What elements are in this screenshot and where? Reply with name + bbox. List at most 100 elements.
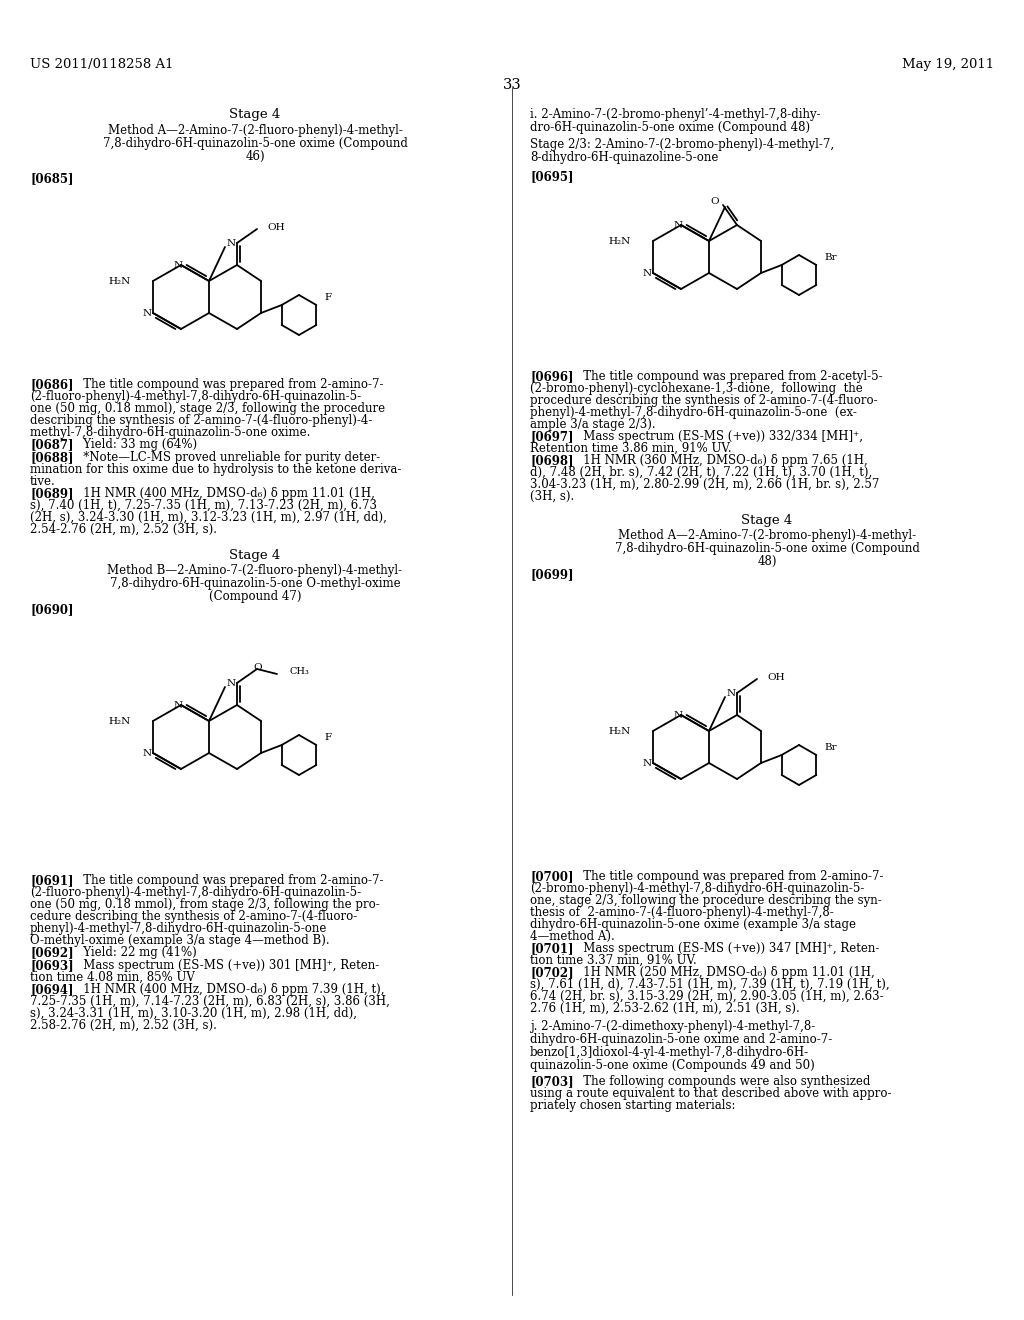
Text: N: N (142, 309, 152, 318)
Text: Stage 4: Stage 4 (229, 108, 281, 121)
Text: [0697]: [0697] (530, 430, 573, 444)
Text: Stage 4: Stage 4 (741, 513, 793, 527)
Text: O: O (711, 197, 719, 206)
Text: The title compound was prepared from 2-acetyl-5-: The title compound was prepared from 2-a… (572, 370, 883, 383)
Text: 6.74 (2H, br. s), 3.15-3.29 (2H, m), 2.90-3.05 (1H, m), 2.63-: 6.74 (2H, br. s), 3.15-3.29 (2H, m), 2.9… (530, 990, 884, 1003)
Text: 46): 46) (245, 150, 265, 162)
Text: (2-fluoro-phenyl)-4-methyl-7,8-dihydro-6H-quinazolin-5-: (2-fluoro-phenyl)-4-methyl-7,8-dihydro-6… (30, 886, 361, 899)
Text: 1H NMR (250 MHz, DMSO-d₆) δ ppm 11.01 (1H,: 1H NMR (250 MHz, DMSO-d₆) δ ppm 11.01 (1… (572, 966, 874, 979)
Text: Yield: 22 mg (41%): Yield: 22 mg (41%) (72, 946, 197, 960)
Text: [0692]: [0692] (30, 946, 74, 960)
Text: j. 2-Amino-7-(2-dimethoxy-phenyl)-4-methyl-7,8-: j. 2-Amino-7-(2-dimethoxy-phenyl)-4-meth… (530, 1020, 815, 1034)
Text: [0702]: [0702] (530, 966, 573, 979)
Text: ample 3/a stage 2/3).: ample 3/a stage 2/3). (530, 418, 655, 432)
Text: N: N (642, 759, 651, 768)
Text: one, stage 2/3, following the procedure describing the syn-: one, stage 2/3, following the procedure … (530, 894, 882, 907)
Text: H₂N: H₂N (109, 276, 131, 285)
Text: one (50 mg, 0.18 mmol), from stage 2/3, following the pro-: one (50 mg, 0.18 mmol), from stage 2/3, … (30, 898, 380, 911)
Text: N: N (226, 678, 236, 688)
Text: cedure describing the synthesis of 2-amino-7-(4-fluoro-: cedure describing the synthesis of 2-ami… (30, 909, 357, 923)
Text: phenyl)-4-methyl-7,8-dihydro-6H-quinazolin-5-one  (ex-: phenyl)-4-methyl-7,8-dihydro-6H-quinazol… (530, 407, 857, 418)
Text: using a route equivalent to that described above with appro-: using a route equivalent to that describ… (530, 1086, 892, 1100)
Text: Br: Br (824, 742, 837, 751)
Text: [0685]: [0685] (30, 172, 74, 185)
Text: [0699]: [0699] (530, 568, 573, 581)
Text: 2.54-2.76 (2H, m), 2.52 (3H, s).: 2.54-2.76 (2H, m), 2.52 (3H, s). (30, 523, 217, 536)
Text: 4—method A).: 4—method A). (530, 931, 614, 942)
Text: Stage 4: Stage 4 (229, 549, 281, 562)
Text: tive.: tive. (30, 475, 55, 488)
Text: [0701]: [0701] (530, 942, 573, 954)
Text: (3H, s).: (3H, s). (530, 490, 574, 503)
Text: benzo[1,3]dioxol-4-yl-4-methyl-7,8-dihydro-6H-: benzo[1,3]dioxol-4-yl-4-methyl-7,8-dihyd… (530, 1045, 809, 1059)
Text: 2.76 (1H, m), 2.53-2.62 (1H, m), 2.51 (3H, s).: 2.76 (1H, m), 2.53-2.62 (1H, m), 2.51 (3… (530, 1002, 800, 1015)
Text: dro-6H-quinazolin-5-one oxime (Compound 48): dro-6H-quinazolin-5-one oxime (Compound … (530, 121, 810, 135)
Text: N: N (142, 750, 152, 759)
Text: Stage 2/3: 2-Amino-7-(2-bromo-phenyl)-4-methyl-7,: Stage 2/3: 2-Amino-7-(2-bromo-phenyl)-4-… (530, 139, 835, 150)
Text: N: N (726, 689, 735, 697)
Text: dihydro-6H-quinazolin-5-one oxime (example 3/a stage: dihydro-6H-quinazolin-5-one oxime (examp… (530, 917, 856, 931)
Text: The following compounds were also synthesized: The following compounds were also synthe… (572, 1074, 870, 1088)
Text: Mass spectrum (ES-MS (+ve)) 332/334 [MH]⁺,: Mass spectrum (ES-MS (+ve)) 332/334 [MH]… (572, 430, 863, 444)
Text: (2-fluoro-phenyl)-4-methyl-7,8-dihydro-6H-quinazolin-5-: (2-fluoro-phenyl)-4-methyl-7,8-dihydro-6… (30, 389, 361, 403)
Text: [0687]: [0687] (30, 438, 74, 451)
Text: N: N (226, 239, 236, 248)
Text: OH: OH (767, 672, 784, 681)
Text: thesis of  2-amino-7-(4-fluoro-phenyl)-4-methyl-7,8-: thesis of 2-amino-7-(4-fluoro-phenyl)-4-… (530, 906, 834, 919)
Text: N: N (674, 222, 683, 231)
Text: H₂N: H₂N (608, 236, 631, 246)
Text: N: N (674, 711, 683, 721)
Text: describing the synthesis of 2-amino-7-(4-fluoro-phenyl)-4-: describing the synthesis of 2-amino-7-(4… (30, 414, 373, 426)
Text: Method B—2-Amino-7-(2-fluoro-phenyl)-4-methyl-: Method B—2-Amino-7-(2-fluoro-phenyl)-4-m… (108, 564, 402, 577)
Text: N: N (173, 261, 182, 271)
Text: F: F (324, 293, 331, 301)
Text: [0703]: [0703] (530, 1074, 573, 1088)
Text: The title compound was prepared from 2-amino-7-: The title compound was prepared from 2-a… (72, 874, 384, 887)
Text: (2-bromo-phenyl)-4-methyl-7,8-dihydro-6H-quinazolin-5-: (2-bromo-phenyl)-4-methyl-7,8-dihydro-6H… (530, 882, 864, 895)
Text: 7,8-dihydro-6H-quinazolin-5-one oxime (Compound: 7,8-dihydro-6H-quinazolin-5-one oxime (C… (614, 543, 920, 554)
Text: 33: 33 (503, 78, 521, 92)
Text: OH: OH (267, 223, 285, 231)
Text: i. 2-Amino-7-(2-bromo-phenyl’-4-methyl-7,8-dihy-: i. 2-Amino-7-(2-bromo-phenyl’-4-methyl-7… (530, 108, 820, 121)
Text: [0691]: [0691] (30, 874, 74, 887)
Text: Br: Br (824, 252, 837, 261)
Text: Mass spectrum (ES-MS (+ve)) 301 [MH]⁺, Reten-: Mass spectrum (ES-MS (+ve)) 301 [MH]⁺, R… (72, 960, 379, 972)
Text: Mass spectrum (ES-MS (+ve)) 347 [MH]⁺, Reten-: Mass spectrum (ES-MS (+ve)) 347 [MH]⁺, R… (572, 942, 880, 954)
Text: Method A—2-Amino-7-(2-bromo-phenyl)-4-methyl-: Method A—2-Amino-7-(2-bromo-phenyl)-4-me… (617, 529, 916, 543)
Text: procedure describing the synthesis of 2-amino-7-(4-fluoro-: procedure describing the synthesis of 2-… (530, 393, 878, 407)
Text: phenyl)-4-methyl-7,8-dihydro-6H-quinazolin-5-one: phenyl)-4-methyl-7,8-dihydro-6H-quinazol… (30, 921, 328, 935)
Text: Yield: 33 mg (64%): Yield: 33 mg (64%) (72, 438, 198, 451)
Text: s), 7.61 (1H, d), 7.43-7.51 (1H, m), 7.39 (1H, t), 7.19 (1H, t),: s), 7.61 (1H, d), 7.43-7.51 (1H, m), 7.3… (530, 978, 890, 991)
Text: 7.25-7.35 (1H, m), 7.14-7.23 (2H, m), 6.83 (2H, s), 3.86 (3H,: 7.25-7.35 (1H, m), 7.14-7.23 (2H, m), 6.… (30, 995, 390, 1008)
Text: US 2011/0118258 A1: US 2011/0118258 A1 (30, 58, 173, 71)
Text: Retention time 3.86 min, 91% UV.: Retention time 3.86 min, 91% UV. (530, 442, 731, 455)
Text: (2-bromo-phenyl)-cyclohexane-1,3-dione,  following  the: (2-bromo-phenyl)-cyclohexane-1,3-dione, … (530, 381, 863, 395)
Text: The title compound was prepared from 2-amino-7-: The title compound was prepared from 2-a… (572, 870, 884, 883)
Text: The title compound was prepared from 2-amino-7-: The title compound was prepared from 2-a… (72, 378, 384, 391)
Text: 7,8-dihydro-6H-quinazolin-5-one oxime (Compound: 7,8-dihydro-6H-quinazolin-5-one oxime (C… (102, 137, 408, 150)
Text: dihydro-6H-quinazolin-5-one oxime and 2-amino-7-: dihydro-6H-quinazolin-5-one oxime and 2-… (530, 1034, 833, 1045)
Text: [0696]: [0696] (530, 370, 573, 383)
Text: tion time 3.37 min, 91% UV.: tion time 3.37 min, 91% UV. (530, 954, 696, 968)
Text: [0689]: [0689] (30, 487, 74, 500)
Text: N: N (173, 701, 182, 710)
Text: d), 7.48 (2H, br. s), 7.42 (2H, t), 7.22 (1H, t), 3.70 (1H, t),: d), 7.48 (2H, br. s), 7.42 (2H, t), 7.22… (530, 466, 872, 479)
Text: [0693]: [0693] (30, 960, 74, 972)
Text: 2.58-2.76 (2H, m), 2.52 (3H, s).: 2.58-2.76 (2H, m), 2.52 (3H, s). (30, 1019, 217, 1032)
Text: [0694]: [0694] (30, 983, 74, 997)
Text: CH₃: CH₃ (290, 668, 310, 676)
Text: [0698]: [0698] (530, 454, 573, 467)
Text: O-methyl-oxime (example 3/a stage 4—method B).: O-methyl-oxime (example 3/a stage 4—meth… (30, 935, 330, 946)
Text: 1H NMR (400 MHz, DMSO-d₆) δ ppm 11.01 (1H,: 1H NMR (400 MHz, DMSO-d₆) δ ppm 11.01 (1… (72, 487, 375, 500)
Text: *Note—LC-MS proved unreliable for purity deter-: *Note—LC-MS proved unreliable for purity… (72, 451, 380, 465)
Text: methyl-7,8-dihydro-6H-quinazolin-5-one oxime.: methyl-7,8-dihydro-6H-quinazolin-5-one o… (30, 426, 310, 440)
Text: Method A—2-Amino-7-(2-fluoro-phenyl)-4-methyl-: Method A—2-Amino-7-(2-fluoro-phenyl)-4-m… (108, 124, 402, 137)
Text: F: F (324, 733, 331, 742)
Text: N: N (642, 269, 651, 279)
Text: one (50 mg, 0.18 mmol), stage 2/3, following the procedure: one (50 mg, 0.18 mmol), stage 2/3, follo… (30, 403, 385, 414)
Text: [0688]: [0688] (30, 451, 74, 465)
Text: tion time 4.08 min, 85% UV: tion time 4.08 min, 85% UV (30, 972, 195, 983)
Text: s), 3.24-3.31 (1H, m), 3.10-3.20 (1H, m), 2.98 (1H, dd),: s), 3.24-3.31 (1H, m), 3.10-3.20 (1H, m)… (30, 1007, 357, 1020)
Text: quinazolin-5-one oxime (Compounds 49 and 50): quinazolin-5-one oxime (Compounds 49 and… (530, 1059, 815, 1072)
Text: 1H NMR (360 MHz, DMSO-d₆) δ ppm 7.65 (1H,: 1H NMR (360 MHz, DMSO-d₆) δ ppm 7.65 (1H… (572, 454, 867, 467)
